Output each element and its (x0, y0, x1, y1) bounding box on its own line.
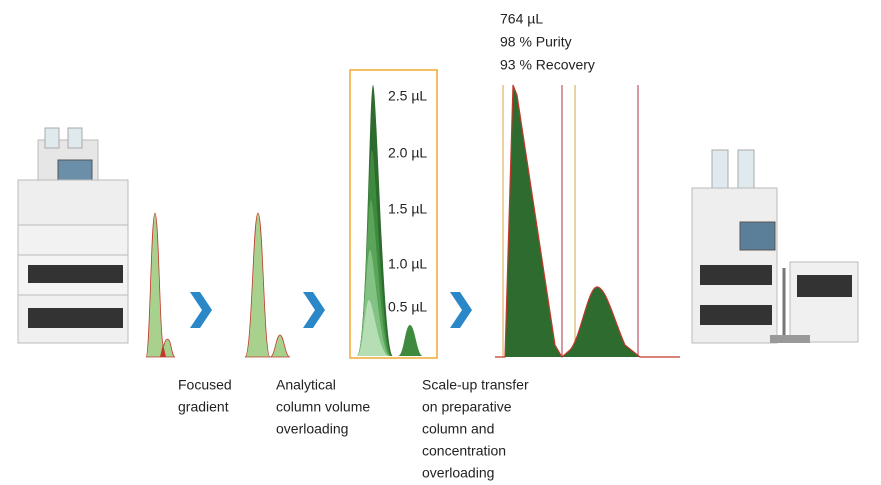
step-label: gradient (178, 399, 229, 415)
step-label: on preparative (422, 399, 512, 415)
analytical-instrument (18, 128, 128, 343)
step-label: overloading (276, 421, 348, 437)
step-label: concentration (422, 443, 506, 459)
step-label: column and (422, 421, 494, 437)
result-label: 93 % Recovery (500, 57, 595, 73)
preparative-instrument (692, 150, 858, 343)
chromatogram-focused (146, 213, 175, 357)
volume-label: 0.5 µL (388, 299, 427, 315)
volume-label: 2.0 µL (388, 145, 427, 161)
step-label: Focused (178, 377, 232, 393)
workflow-diagram: Focused gradient Analytical column volume ov… (0, 0, 881, 485)
chromatogram-preparative (495, 85, 680, 357)
volume-label: 1.0 µL (388, 256, 427, 272)
volume-label: 2.5 µL (388, 88, 427, 104)
result-label: 98 % Purity (500, 34, 572, 50)
result-label: 764 µL (500, 11, 543, 27)
step-label: Scale-up transfer (422, 377, 529, 393)
arrows (190, 292, 472, 328)
volume-label: 1.5 µL (388, 201, 427, 217)
step-label: Analytical (276, 377, 336, 393)
page: {"steps": [["Focused", "gradient"], ["An… (0, 0, 881, 485)
step-label: column volume (276, 399, 370, 415)
step-label: overloading (422, 465, 494, 481)
chromatogram-analytical (245, 213, 290, 357)
